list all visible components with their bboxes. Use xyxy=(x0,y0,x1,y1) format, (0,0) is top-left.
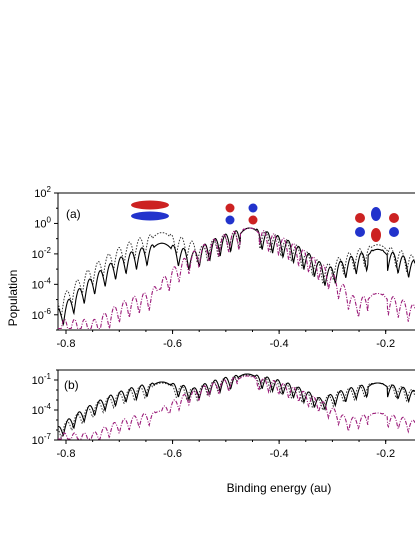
y-tick-label: 10-4 xyxy=(32,276,52,291)
pi-orbital-icon xyxy=(225,203,258,225)
panel-b-label: (b) xyxy=(64,378,79,392)
x-tick-label: -0.6 xyxy=(163,448,182,460)
y-tick-label: 102 xyxy=(34,185,51,200)
x-tick-label: -0.4 xyxy=(270,448,289,460)
series-solid xyxy=(57,373,415,437)
x-axis-title: Binding energy (au) xyxy=(227,481,332,495)
x-tick-label: -0.8 xyxy=(57,338,76,350)
series-dotted xyxy=(57,374,415,440)
series-dashdot xyxy=(58,375,415,440)
series-dashdot xyxy=(58,227,415,331)
delta-orbital-icon xyxy=(355,207,399,242)
y-tick-label: 10-7 xyxy=(32,432,52,447)
x-tick-label: -0.2 xyxy=(376,338,395,350)
y-tick-label: 10-1 xyxy=(32,372,52,387)
y-tick-label: 10-4 xyxy=(32,402,52,417)
y-tick-label: 10-6 xyxy=(32,307,52,322)
x-tick-label: -0.6 xyxy=(163,338,182,350)
x-tick-label: -0.4 xyxy=(270,338,289,350)
x-tick-label: -0.8 xyxy=(57,448,76,460)
sigma-orbital-icon xyxy=(131,200,169,221)
series-solid xyxy=(57,227,415,327)
x-tick-label: -0.2 xyxy=(376,448,395,460)
y-tick-label: 10-2 xyxy=(32,246,52,261)
y-axis-title: Population xyxy=(6,270,20,327)
y-tick-label: 100 xyxy=(34,215,51,230)
panel-a-label: (a) xyxy=(66,207,81,221)
panel-a: 102 100 10-2 10-4 10-6 -0.8 -0.6 -0.4 -0.2 xyxy=(32,185,415,350)
panel-b: 10-1 10-4 10-7 -0.8 -0.6 -0.4 -0.2 xyxy=(32,369,415,460)
